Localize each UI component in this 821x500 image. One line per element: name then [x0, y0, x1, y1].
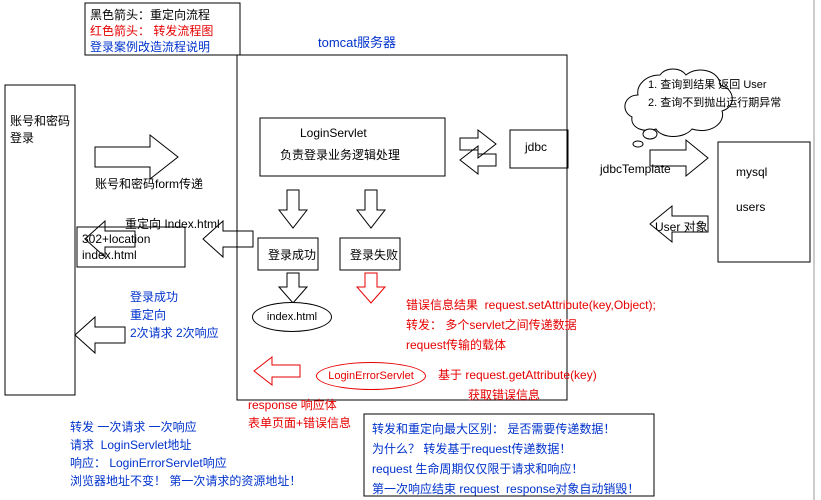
diff-l2: 为什么？ 转发基于request传递数据！ — [372, 440, 571, 457]
err-n3: request传输的载体 — [406, 336, 506, 353]
mysql-l1: mysql — [736, 165, 767, 179]
succ-n3: 2次请求 2次响应 — [130, 324, 219, 341]
err-n1: 错误信息结果 request.setAttribute(key,Object); — [406, 296, 656, 313]
err-srv-n1: 基于 request.getAttribute(key) — [438, 366, 597, 383]
servlet-l1: LoginServlet — [300, 126, 367, 140]
err-n2: 转发： 多个servlet之间传递数据 — [406, 316, 577, 333]
fwd-n4: 浏览器地址不变！ 第一次请求的资源地址！ — [70, 472, 301, 489]
login-error-ellipse: LoginErrorServlet — [316, 362, 426, 390]
cloud-l1: 1. 查询到结果 返回 User — [648, 76, 767, 92]
diff-l1: 转发和重定向最大区别： 是否需要传递数据！ — [372, 420, 615, 437]
form-err: 表单页面+错误信息 — [248, 414, 351, 431]
r302-l1: 302+location — [82, 232, 150, 246]
fail-box: 登录失败 — [350, 246, 398, 263]
mysql-l2: users — [736, 200, 765, 214]
succ-box: 登录成功 — [268, 246, 316, 263]
servlet-l2: 负责登录业务逻辑处理 — [280, 146, 400, 163]
jdbc-label: jdbc — [525, 140, 547, 154]
form-label: 账号和密码form传递 — [95, 175, 203, 192]
cloud-l2: 2. 查询不到抛出运行期异常 — [648, 94, 781, 110]
fwd-n2: 请求 LoginServlet地址 — [70, 436, 191, 453]
err-srv-n2: 获取错误信息 — [468, 386, 540, 403]
jdbctemplate-label: jdbcTemplate — [600, 162, 671, 176]
diff-l4: 第一次响应结束 request response对象自动销毁！ — [372, 480, 639, 497]
legend-red: 红色箭头： 转发流程图 — [90, 22, 213, 39]
legend-black: 黑色箭头：重定向流程 — [90, 6, 210, 23]
succ-n1: 登录成功 — [130, 288, 178, 305]
diagram-canvas: 黑色箭头：重定向流程 红色箭头： 转发流程图 登录案例改造流程说明 tomcat… — [0, 0, 821, 500]
legend-blue: 登录案例改造流程说明 — [90, 38, 210, 55]
succ-n2: 重定向 — [130, 306, 166, 323]
tomcat-title: tomcat服务器 — [318, 32, 396, 51]
user-obj: User 对象 — [655, 218, 708, 235]
fwd-n1: 转发 一次请求 一次响应 — [70, 418, 197, 435]
redirect-label: 重定向 Index.html — [125, 215, 220, 232]
diff-l3: request 生命周期仅仅限于请求和响应！ — [372, 460, 583, 477]
resp-body: response 响应体 — [248, 396, 337, 413]
fwd-n3: 响应： LoginErrorServlet响应 — [70, 454, 227, 471]
r302-l2: index.html — [82, 248, 137, 262]
login-box-text: 账号和密码登录 — [10, 112, 70, 146]
index-ellipse: index.html — [252, 302, 332, 332]
